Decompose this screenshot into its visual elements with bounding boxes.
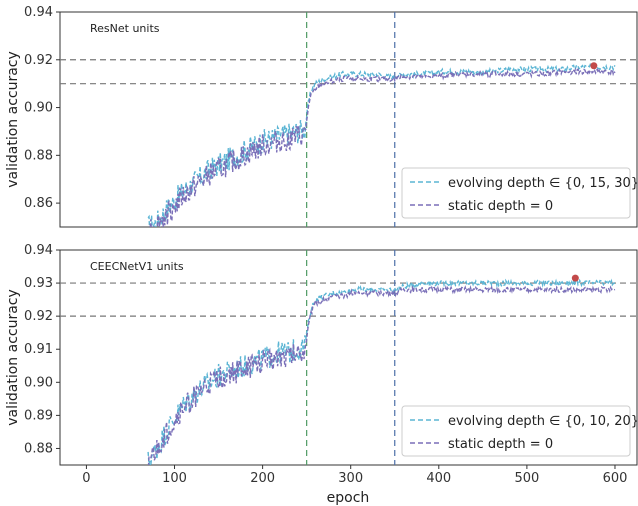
series-line-static bbox=[147, 284, 616, 465]
best-marker bbox=[590, 62, 598, 70]
x-tick-label: 300 bbox=[338, 471, 363, 486]
x-tick-label: 400 bbox=[426, 471, 451, 486]
y-tick-label: 0.90 bbox=[24, 375, 53, 390]
y-tick-label: 0.93 bbox=[24, 276, 53, 291]
panel-resnet: ResNet units validation accuracy 0.860.8… bbox=[5, 5, 638, 228]
y-tick-label: 0.91 bbox=[24, 342, 53, 357]
y-tick-label: 0.94 bbox=[24, 5, 53, 20]
x-tick-label: 200 bbox=[250, 471, 275, 486]
panel-title: ResNet units bbox=[90, 22, 160, 35]
x-tick-label: 600 bbox=[603, 471, 628, 486]
y-tick-label: 0.86 bbox=[24, 196, 53, 211]
best-marker bbox=[571, 274, 579, 282]
panel-title: CEECNetV1 units bbox=[90, 260, 184, 273]
x-tick-label: 500 bbox=[514, 471, 539, 486]
y-ticks: 0.88 0.89 0.90 0.91 0.92 0.93 0.94 bbox=[24, 243, 60, 456]
y-tick-label: 0.88 bbox=[24, 441, 53, 456]
legend-label-static: static depth = 0 bbox=[448, 437, 553, 452]
series-line-static bbox=[149, 67, 616, 227]
y-axis-label: validation accuracy bbox=[5, 289, 21, 426]
panel-frame bbox=[59, 11, 638, 228]
series-group bbox=[147, 62, 616, 227]
x-ticks: 0 100 200 300 400 500 600 bbox=[82, 465, 627, 486]
x-tick-label: 0 bbox=[82, 471, 90, 486]
legend-frame bbox=[401, 405, 631, 457]
series-line-evolving bbox=[147, 278, 616, 465]
reference-lines bbox=[60, 250, 637, 465]
series-group bbox=[147, 278, 616, 465]
x-tick-label: 100 bbox=[162, 471, 187, 486]
series-line-evolving bbox=[147, 62, 616, 227]
legend-label-evolving: evolving depth ∈ {0, 15, 30} bbox=[448, 176, 638, 191]
y-ticks: 0.86 0.88 0.90 0.92 0.94 bbox=[24, 5, 60, 211]
panel-ceecnet: CEECNetV1 units validation accuracy 0.88… bbox=[5, 243, 638, 506]
y-tick-label: 0.90 bbox=[24, 101, 53, 116]
legend-frame bbox=[401, 167, 631, 219]
legend-label-static: static depth = 0 bbox=[448, 199, 553, 214]
y-tick-label: 0.88 bbox=[24, 148, 53, 163]
y-tick-label: 0.94 bbox=[24, 243, 53, 258]
legend: evolving depth ∈ {0, 15, 30} static dept… bbox=[401, 167, 638, 219]
legend-label-evolving: evolving depth ∈ {0, 10, 20} bbox=[448, 414, 638, 429]
y-tick-label: 0.92 bbox=[24, 309, 53, 324]
x-axis-label: epoch bbox=[327, 490, 370, 506]
best-point bbox=[571, 274, 579, 282]
y-tick-label: 0.92 bbox=[24, 53, 53, 68]
panel-frame bbox=[59, 249, 638, 466]
y-axis-label: validation accuracy bbox=[5, 51, 21, 188]
y-tick-label: 0.89 bbox=[24, 408, 53, 423]
best-point bbox=[590, 62, 598, 70]
legend: evolving depth ∈ {0, 10, 20} static dept… bbox=[401, 405, 638, 457]
reference-lines bbox=[60, 12, 637, 227]
